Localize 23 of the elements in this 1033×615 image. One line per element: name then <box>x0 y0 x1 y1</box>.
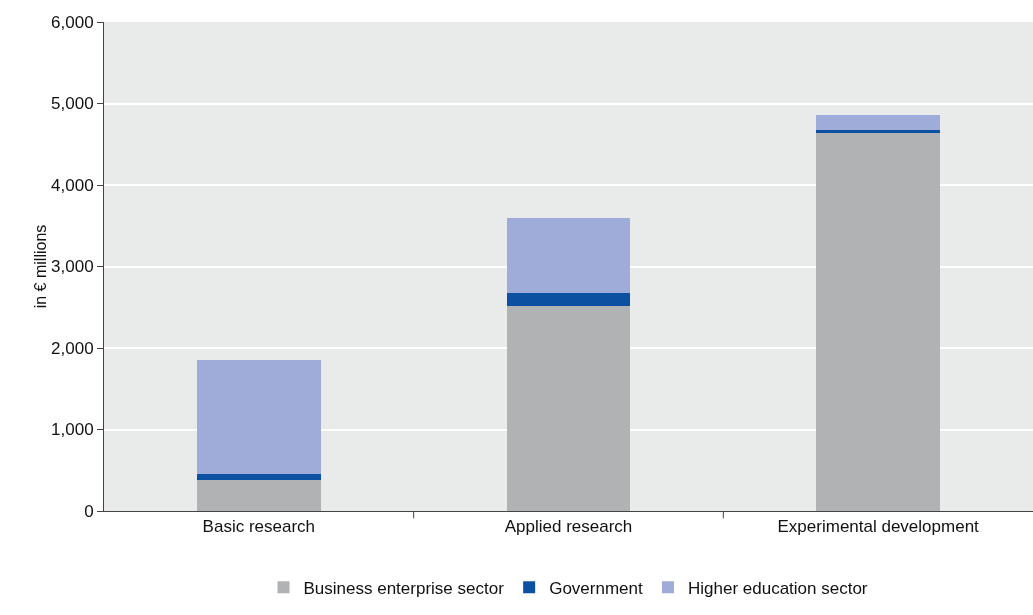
y-tick-label: 0 <box>84 501 94 521</box>
y-tick-label: 5,000 <box>51 94 94 114</box>
bar <box>816 130 941 133</box>
x-tick-label: Applied research <box>504 517 633 537</box>
bar <box>196 480 321 511</box>
x-tick-label: Experimental development <box>777 517 980 537</box>
y-tick-label: 1,000 <box>51 420 94 440</box>
bar <box>506 306 631 511</box>
y-tick-label: 2,000 <box>51 338 94 358</box>
y-tick-label: 6,000 <box>51 12 94 32</box>
legend-label: Higher education sector <box>687 578 868 598</box>
bar <box>506 293 631 307</box>
y-tick-label: 4,000 <box>51 175 94 195</box>
legend-label: Business enterprise sector <box>303 578 505 598</box>
y-axis-title: in € millions <box>32 224 50 309</box>
bar <box>196 473 321 481</box>
bar <box>196 360 321 474</box>
x-tick-label: Basic research <box>202 517 316 537</box>
bar <box>816 132 941 511</box>
bar <box>816 114 941 131</box>
bar <box>506 217 631 294</box>
legend-label: Government <box>549 578 643 598</box>
y-tick-label: 3,000 <box>51 257 94 277</box>
